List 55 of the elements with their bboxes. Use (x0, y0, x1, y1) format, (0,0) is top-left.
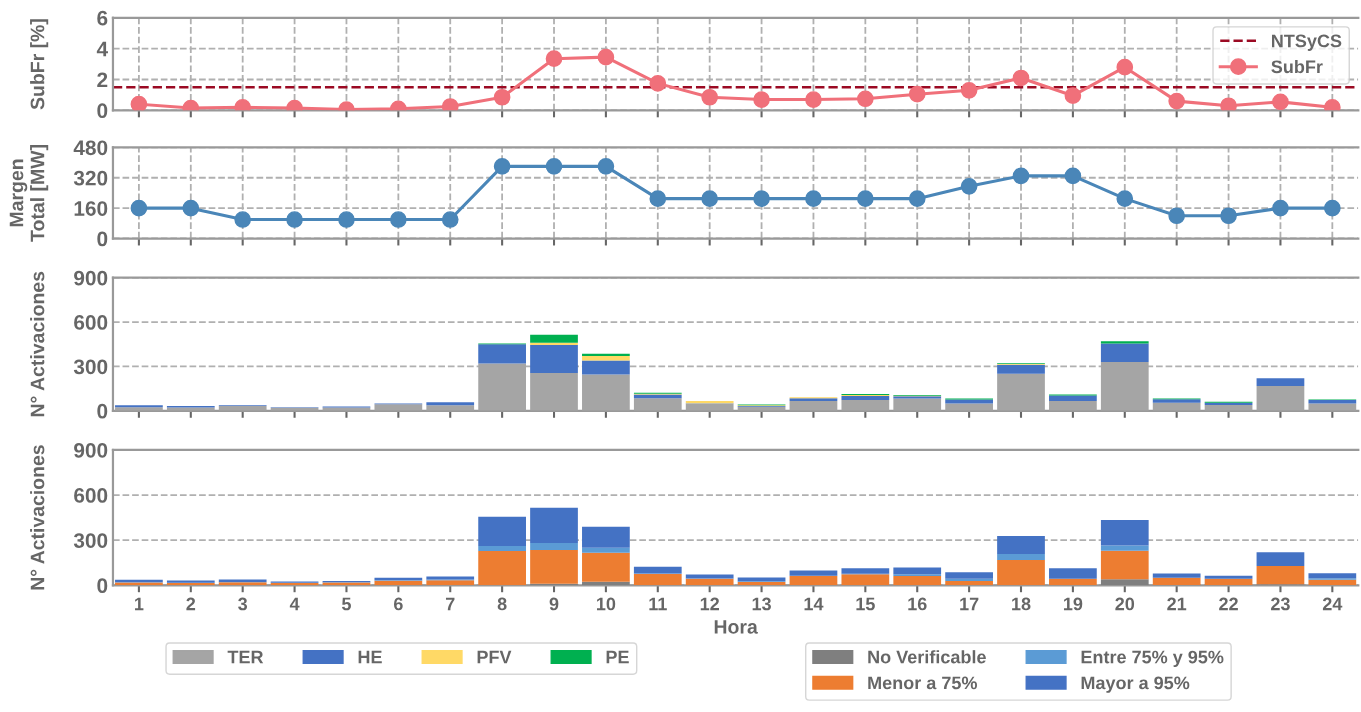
x-tick-label: 9 (549, 597, 559, 611)
y-tick-label: 6 (97, 10, 108, 26)
x-tick-label: 1 (135, 597, 144, 611)
x-tick-label: 11 (649, 597, 667, 611)
x-tick-label: 24 (1322, 597, 1343, 611)
y-tick-label: 0 (97, 103, 108, 119)
x-tick-label: 18 (1012, 597, 1031, 611)
x-tick-label: 16 (908, 597, 927, 611)
x-tick-label: 7 (445, 597, 455, 611)
y-tick-label: 2 (97, 72, 108, 88)
x-tick-label: 19 (1063, 597, 1083, 611)
y-tick-label: 4 (96, 41, 108, 57)
x-tick-label: 8 (497, 597, 507, 611)
x-tick-label: 13 (752, 597, 771, 611)
legend-label: PE (606, 650, 629, 664)
x-tick-label: 23 (1271, 597, 1290, 611)
y-tick-label: 900 (74, 270, 108, 286)
y-tick-label: 320 (73, 170, 108, 186)
y-tick-label: 900 (74, 442, 108, 458)
x-axis-title: Hora (714, 620, 758, 634)
y-tick-label: 160 (74, 201, 108, 216)
y-axis-title: N° Activaciones (30, 445, 45, 590)
y-tick-label: 300 (73, 533, 108, 548)
x-tick-label: 2 (186, 597, 196, 611)
x-tick-label: 21 (1167, 597, 1187, 611)
y-axis-title: N° Activaciones (30, 271, 45, 417)
y-tick-label: 300 (73, 359, 108, 375)
y-tick-label: 0 (97, 403, 108, 419)
legend-label: Mayor a 95% (1081, 676, 1190, 693)
legend-label: Entre 75% y 95% (1081, 650, 1224, 667)
y-tick-label: 0 (97, 578, 108, 594)
x-tick-label: 5 (342, 597, 351, 611)
legend-label: Menor a 75% (868, 676, 977, 690)
y-axis-title: Margen Total [MW] (9, 145, 49, 242)
y-tick-label: 600 (74, 315, 108, 330)
y-tick-label: 480 (73, 140, 108, 156)
x-tick-label: 17 (960, 597, 979, 611)
x-tick-label: 14 (804, 597, 824, 611)
x-tick-label: 12 (700, 597, 719, 611)
legend-label: TER (227, 650, 264, 664)
x-tick-label: 3 (238, 597, 248, 611)
y-tick-label: 0 (97, 231, 108, 247)
y-axis-title: SubFr [%] (30, 19, 49, 110)
legend-label: PFV (477, 650, 512, 664)
x-tick-label: 4 (289, 597, 300, 611)
x-tick-label: 20 (1115, 597, 1135, 611)
x-tick-label: 10 (597, 597, 616, 611)
legend-label: NTSyCS (1272, 34, 1342, 51)
y-tick-label: 600 (74, 488, 108, 503)
legend-label: SubFr (1271, 59, 1323, 74)
x-tick-label: 6 (393, 597, 403, 611)
x-tick-label: 22 (1219, 597, 1238, 611)
legend-label: HE (358, 650, 382, 664)
x-tick-label: 15 (856, 597, 875, 611)
legend-label: No Verificable (868, 650, 986, 664)
